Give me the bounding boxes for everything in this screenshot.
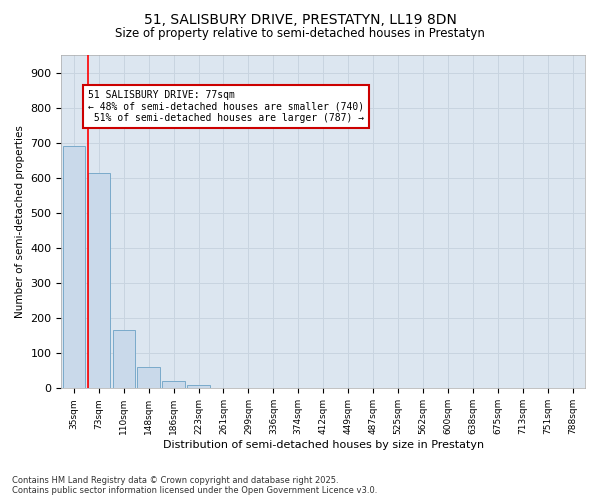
Bar [88, 172, 110, 388]
Text: 51, SALISBURY DRIVE, PRESTATYN, LL19 8DN: 51, SALISBURY DRIVE, PRESTATYN, LL19 8DN [143, 12, 457, 26]
Text: Contains HM Land Registry data © Crown copyright and database right 2025.
Contai: Contains HM Land Registry data © Crown c… [12, 476, 377, 495]
Bar [163, 382, 185, 388]
Bar [137, 368, 160, 388]
Bar [113, 330, 135, 388]
Y-axis label: Number of semi-detached properties: Number of semi-detached properties [15, 125, 25, 318]
X-axis label: Distribution of semi-detached houses by size in Prestatyn: Distribution of semi-detached houses by … [163, 440, 484, 450]
Bar [62, 146, 85, 388]
Text: 51 SALISBURY DRIVE: 77sqm
← 48% of semi-detached houses are smaller (740)
 51% o: 51 SALISBURY DRIVE: 77sqm ← 48% of semi-… [88, 90, 364, 124]
Text: Size of property relative to semi-detached houses in Prestatyn: Size of property relative to semi-detach… [115, 28, 485, 40]
Bar [187, 385, 210, 388]
